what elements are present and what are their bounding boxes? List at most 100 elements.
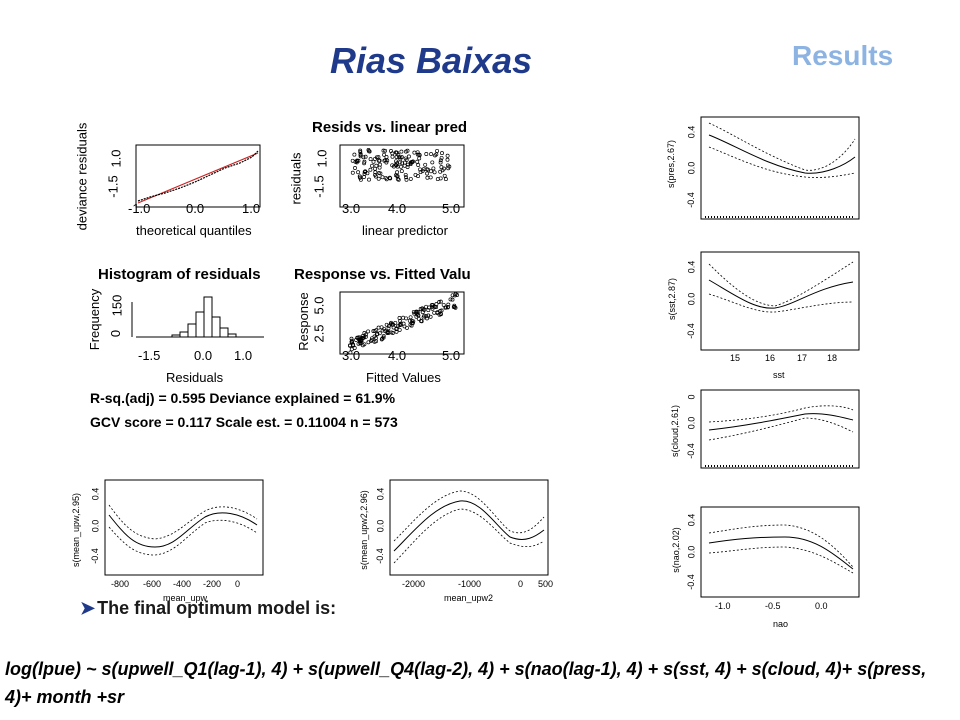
residual-point <box>399 149 404 154</box>
hist-xtick-2: 0.0 <box>194 348 213 363</box>
residual-point <box>442 166 446 171</box>
response-point <box>426 313 431 318</box>
residual-point <box>376 155 381 160</box>
residual-point <box>443 177 448 182</box>
smooth-sst-ytick-3: -0.4 <box>685 323 696 339</box>
smooth-pres-ytick-2: 0.0 <box>686 161 697 175</box>
response-point <box>426 308 431 313</box>
response-point <box>432 310 437 315</box>
smooth-cloud-ytick-1: 0 <box>686 394 697 400</box>
bullet-item: ➤ The final optimum model is: <box>80 598 336 619</box>
response-point <box>370 336 374 341</box>
smooth-nao-xtick-3: 0.0 <box>815 601 828 611</box>
response-point <box>450 297 455 302</box>
response-point <box>411 309 416 314</box>
hist-xtick-3: 1.0 <box>234 348 253 363</box>
residual-point <box>390 163 395 168</box>
smooth-sst-plot: s(sst,2.87) 0.4 0.0 -0.4 15 16 17 18 sst <box>665 250 865 385</box>
smooth-sst-ytick-1: 0.4 <box>686 260 697 274</box>
response-point <box>386 326 391 331</box>
hist-graphic <box>131 296 264 338</box>
residual-point <box>358 148 363 153</box>
residual-point <box>358 177 363 182</box>
response-point <box>352 346 357 350</box>
smooth-upw1-xlabel: mean_upw <box>163 593 208 603</box>
response-point <box>397 316 402 320</box>
residual-point <box>429 152 434 157</box>
residual-point <box>399 169 404 174</box>
response-point <box>398 319 403 324</box>
residual-point <box>358 154 363 159</box>
qq-plot-graphic <box>135 144 261 208</box>
response-point <box>453 293 457 298</box>
smooth-pres-plot: s(pres,2.67) 0.4 0.0 -0.4 <box>665 115 865 225</box>
response-ytick-2: 5.0 <box>311 296 327 315</box>
qq-xtick-2: 0.0 <box>186 201 205 216</box>
smooth-cloud-plot: s(cloud,2.61) 0 0.0 -0.4 <box>665 388 865 483</box>
response-point <box>407 318 412 323</box>
response-point <box>372 339 377 344</box>
response-graphic <box>339 291 465 355</box>
residual-point <box>438 176 443 181</box>
bullet-text: The final optimum model is: <box>97 598 337 618</box>
residual-point <box>435 148 440 153</box>
residual-point <box>377 171 381 175</box>
smooth-cloud-ylabel: s(cloud,2.61) <box>670 404 681 458</box>
response-point <box>379 325 384 330</box>
residual-point <box>395 164 400 169</box>
response-point <box>371 329 376 334</box>
residual-point <box>415 152 420 157</box>
residual-point <box>411 159 415 164</box>
residual-point <box>404 177 409 182</box>
residual-point <box>439 155 444 160</box>
smooth-upw2-ytick-3: -0.4 <box>374 548 385 564</box>
resids-ytick-1: -1.5 <box>311 175 327 198</box>
response-point <box>397 327 402 332</box>
residual-point <box>398 155 403 160</box>
residual-point <box>367 177 371 182</box>
residual-point <box>358 152 363 157</box>
response-point <box>445 305 450 310</box>
smooth-nao-ytick-1: 0.4 <box>686 513 697 527</box>
residual-point <box>380 175 385 180</box>
response-point <box>350 338 354 343</box>
response-point <box>424 314 429 319</box>
response-point <box>416 309 421 314</box>
residual-point <box>381 148 386 153</box>
response-point <box>360 334 365 339</box>
smooth-upw1-ylabel: s(mean_upw,2.95) <box>71 492 82 568</box>
section-label: Results <box>792 40 894 71</box>
smooth-sst-ytick-2: 0.0 <box>686 292 697 306</box>
residual-point <box>403 156 408 161</box>
slide-title: Rias Baixas <box>330 40 533 81</box>
smooth-pres-graphic <box>700 116 860 220</box>
residual-point <box>423 162 428 167</box>
hist-xlabel: Residuals <box>166 370 224 385</box>
residual-point <box>384 160 389 165</box>
response-point <box>408 315 413 320</box>
residual-point <box>432 170 437 175</box>
qq-ylabel: deviance residuals <box>74 122 90 231</box>
response-point <box>364 332 368 337</box>
residual-point <box>357 174 362 179</box>
residual-point <box>373 172 377 177</box>
residual-point <box>438 158 443 163</box>
residual-point <box>430 160 435 165</box>
smooth-sst-graphic <box>700 251 860 351</box>
response-title: Response vs. Fitted Valu <box>294 266 471 283</box>
hist-plot: Histogram of residuals Frequency 0 150 -… <box>80 262 295 387</box>
resids-xtick-3: 5.0 <box>442 201 461 216</box>
smooth-upw2-ylabel: s(mean_upw2,2.96) <box>358 490 369 570</box>
residual-point <box>389 149 393 153</box>
resids-xtick-1: 3.0 <box>342 201 361 216</box>
residual-point <box>373 166 377 171</box>
residual-point <box>396 152 401 157</box>
response-point <box>384 322 389 327</box>
residual-point <box>353 166 357 170</box>
qq-xtick-1: -1.0 <box>128 201 151 216</box>
response-point <box>434 302 439 307</box>
residual-point <box>356 170 361 175</box>
response-ytick-1: 2.5 <box>311 324 327 343</box>
smooth-cloud-graphic <box>700 389 860 469</box>
response-point <box>438 299 443 304</box>
